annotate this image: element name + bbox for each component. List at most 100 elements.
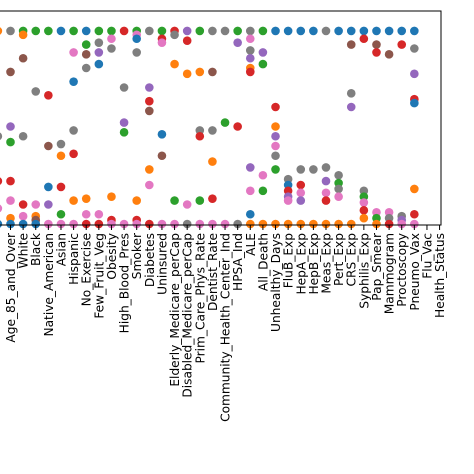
data-point: [359, 26, 369, 36]
data-point: [94, 48, 104, 57]
data-point: [359, 206, 369, 215]
data-point: [94, 219, 104, 229]
data-point: [81, 40, 91, 49]
x-tick-label: Meas_Exp: [320, 233, 334, 294]
data-point: [132, 196, 141, 205]
data-point: [334, 192, 343, 201]
data-point: [145, 83, 154, 92]
x-tick-label: Dentist_Rate: [206, 233, 220, 311]
x-tick-label: Native_American: [42, 233, 56, 337]
x-tick-label: Diabetes: [143, 233, 157, 287]
data-point: [397, 40, 407, 49]
x-tick-label: FluB_Exp: [282, 233, 296, 288]
data-point: [245, 67, 255, 77]
data-point: [44, 200, 53, 209]
x-tick-label: Uninsured: [155, 233, 169, 295]
data-point: [0, 220, 3, 228]
data-point: [119, 128, 129, 137]
data-point: [157, 151, 167, 161]
data-point: [233, 26, 242, 36]
data-point: [145, 96, 154, 106]
data-point: [31, 219, 41, 229]
data-point: [69, 196, 78, 205]
data-point: [245, 186, 255, 196]
x-tick-label: Unhealthy_Days: [269, 233, 283, 332]
data-point: [258, 59, 268, 69]
data-point: [271, 219, 280, 229]
data-point: [397, 26, 407, 36]
data-point: [271, 165, 280, 174]
data-point: [170, 59, 179, 69]
x-axis-ticks: [10, 225, 441, 230]
data-point: [245, 163, 255, 172]
data-point: [410, 184, 419, 194]
data-point: [372, 48, 381, 57]
data-point: [208, 67, 217, 77]
x-tick-label: All_Death: [256, 233, 270, 291]
data-point: [309, 26, 318, 36]
x-tick-label: Smoker: [130, 232, 144, 279]
data-point: [271, 141, 280, 151]
data-point: [119, 26, 129, 36]
plot-frame: [0, 10, 442, 226]
data-point: [384, 50, 394, 59]
data-point: [69, 48, 78, 57]
data-point: [220, 219, 230, 229]
data-point: [44, 219, 53, 229]
x-tick-label: HepB_Exp: [307, 233, 321, 295]
data-point: [271, 151, 280, 161]
data-point: [18, 30, 28, 40]
data-point: [410, 209, 419, 219]
data-point: [170, 219, 179, 229]
x-tick-label: Pneumo_Vax: [408, 233, 422, 311]
data-point: [208, 157, 217, 166]
data-point: [81, 194, 91, 203]
data-point: [182, 200, 192, 209]
data-point: [145, 219, 154, 229]
data-point: [296, 165, 306, 174]
data-point: [271, 102, 280, 112]
data-point: [309, 219, 318, 229]
x-tick-label: Pert_Exp: [332, 233, 346, 286]
data-point: [81, 50, 91, 59]
x-tick-label: Proctoscopy: [395, 233, 409, 307]
data-point: [220, 118, 230, 127]
data-point: [334, 219, 343, 229]
data-point: [296, 188, 306, 198]
data-point: [195, 26, 205, 36]
data-point: [384, 26, 394, 36]
data-point: [94, 38, 104, 47]
data-point: [56, 182, 66, 192]
x-tick-label: HPSA_Ind: [231, 233, 245, 291]
x-tick-label: Asian: [54, 233, 68, 266]
data-point: [94, 26, 104, 36]
data-point: [81, 63, 91, 73]
data-point: [107, 26, 116, 36]
data-point: [81, 209, 91, 219]
data-point: [132, 34, 141, 44]
data-point: [69, 26, 78, 36]
x-tick-label: ALE: [244, 233, 258, 256]
data-point: [6, 122, 15, 131]
data-point: [208, 219, 217, 229]
data-point: [18, 219, 28, 229]
data-point: [233, 38, 242, 47]
data-point: [56, 26, 66, 36]
data-point: [145, 180, 154, 190]
data-point: [6, 67, 15, 77]
x-tick-label: Few_Fruit_Veg: [92, 233, 106, 319]
data-point: [195, 196, 205, 205]
data-point: [334, 170, 343, 180]
data-point: [44, 141, 53, 151]
data-point: [69, 126, 78, 135]
data-point: [283, 26, 293, 36]
data-point: [18, 53, 28, 63]
data-point: [208, 126, 217, 135]
data-point: [258, 48, 268, 57]
scatter-points: [0, 26, 419, 229]
data-point: [31, 26, 41, 36]
data-point: [0, 132, 3, 140]
data-point: [18, 200, 28, 209]
data-point: [31, 200, 41, 209]
data-point: [321, 196, 331, 205]
